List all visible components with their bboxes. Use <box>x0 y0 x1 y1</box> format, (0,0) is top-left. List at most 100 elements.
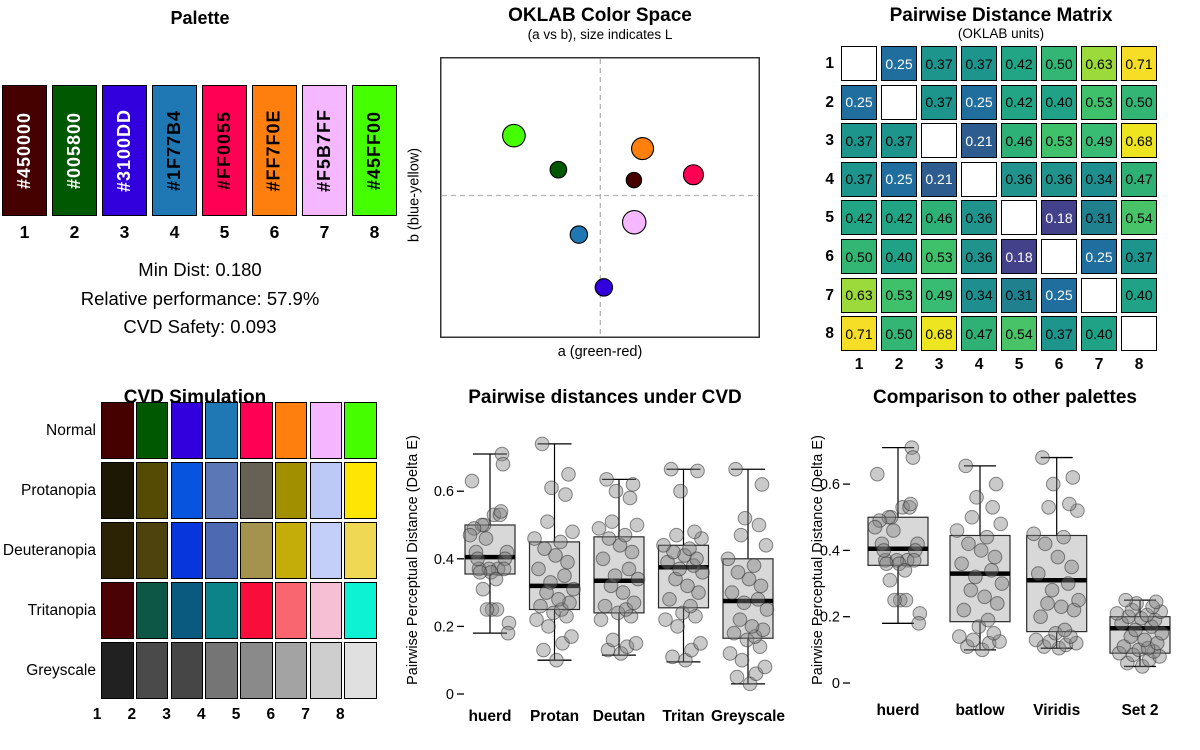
jitter-point <box>689 551 704 567</box>
jitter-point <box>1118 592 1134 608</box>
matrix-cell: 0.42 <box>881 200 917 236</box>
matrix-cell: 0.25 <box>1081 239 1117 274</box>
jitter-point <box>621 561 637 577</box>
jitter-point <box>870 466 885 482</box>
jitter-point <box>1139 607 1155 623</box>
jitter-point <box>1031 566 1046 581</box>
cvd-swatch <box>344 462 377 519</box>
palette-swatch-label: #45FF00 <box>364 110 385 191</box>
matrix-cell: 0.46 <box>1001 123 1037 159</box>
jitter-point <box>1037 536 1053 552</box>
jitter-point <box>1057 622 1073 638</box>
matrix-cell: 0.53 <box>881 277 917 313</box>
jitter-point <box>626 595 642 611</box>
matrix-cell: 0.37 <box>841 123 877 159</box>
jitter-point <box>1050 549 1066 565</box>
jitter-point <box>979 529 995 545</box>
palette-swatch: #3100DD <box>102 85 147 216</box>
cvd-swatch <box>205 462 238 519</box>
palette-swatch-number: 5 <box>219 222 230 242</box>
jitter-point <box>963 582 979 598</box>
jitter-point <box>622 490 638 506</box>
cvd-swatch <box>135 522 169 579</box>
jitter-point <box>965 632 981 648</box>
jitter-point <box>1035 450 1050 465</box>
matrix-row-label: 2 <box>825 93 834 111</box>
matrix-cell <box>1001 200 1037 236</box>
cvd-swatch <box>205 522 238 579</box>
jitter-point <box>663 461 679 477</box>
cvd-boxplot: 0 0.2 0.4 0.6 huerd Protan Deutan Tritan Greysca… <box>434 436 785 725</box>
jitter-point <box>673 483 688 499</box>
cvd-swatch <box>274 522 308 579</box>
matrix-cell: 0.49 <box>921 277 957 313</box>
cvd-col-label: 8 <box>335 706 345 723</box>
jitter-point <box>662 592 677 607</box>
jitter-point <box>876 543 892 558</box>
jitter-point <box>489 602 505 617</box>
cvd-swatch <box>309 522 342 579</box>
box <box>1026 534 1088 633</box>
matrix-cell: 0.37 <box>1121 239 1157 274</box>
jitter-point <box>985 500 1000 515</box>
y-tick-label: 0.4 <box>434 552 454 568</box>
jitter-point <box>1065 470 1081 485</box>
jitter-point <box>478 531 494 546</box>
jitter-point <box>541 619 556 634</box>
jitter-point <box>537 541 552 556</box>
jitter-point <box>750 592 766 607</box>
y-tick-label: 0.6 <box>434 484 454 500</box>
jitter-point <box>882 572 898 588</box>
cvd-swatch <box>344 582 377 639</box>
cvd-swatch <box>344 642 377 699</box>
matrix-row-label: 1 <box>825 55 834 72</box>
oklab-xlabel: a (green-red) <box>557 344 643 360</box>
cvd-col-label: 3 <box>162 706 171 723</box>
jitter-point <box>986 625 1002 641</box>
cvd-swatch <box>274 402 308 459</box>
jitter-point <box>987 549 1003 565</box>
jitter-point <box>988 476 1004 492</box>
jitter-point <box>683 598 698 614</box>
jitter-point <box>500 625 516 641</box>
jitter-point <box>897 562 913 578</box>
jitter-point <box>546 605 561 621</box>
cvd-swatch <box>101 522 134 579</box>
jitter-point <box>1062 496 1077 512</box>
matrix-row-label: 4 <box>825 170 834 188</box>
jitter-point <box>1033 609 1048 624</box>
cvd-swatch <box>170 582 203 639</box>
jitter-point <box>1056 529 1071 545</box>
category-label: Greyscale <box>711 708 785 725</box>
jitter-point <box>728 461 743 477</box>
oklab-point <box>594 278 614 297</box>
palette-swatch-label: #450000 <box>14 111 35 190</box>
cvd-swatch <box>170 522 203 579</box>
matrix-cell: 0.54 <box>1121 200 1157 236</box>
matrix-cell: 0.47 <box>1121 161 1157 197</box>
cvd-swatch <box>344 522 377 579</box>
matrix-cell: 0.40 <box>881 239 917 274</box>
jitter-point <box>543 575 558 590</box>
matrix-cell: 0.53 <box>921 239 957 274</box>
jitter-point <box>597 598 613 614</box>
jitter-point <box>601 531 617 546</box>
jitter-point <box>755 622 771 638</box>
cvd-swatch <box>344 402 377 459</box>
jitter-point <box>534 436 550 452</box>
jitter-point <box>670 619 685 634</box>
jitter-point <box>729 669 745 685</box>
jitter-point <box>886 523 901 538</box>
jitter-point <box>730 565 746 580</box>
matrix-cell: 0.37 <box>921 84 957 120</box>
palette-swatch: #F5B7FF <box>302 85 347 216</box>
jitter-point <box>1109 606 1125 621</box>
cvd-col-label: 4 <box>196 706 206 723</box>
jitter-point <box>544 480 559 496</box>
palette-swatch: #45FF00 <box>352 85 397 216</box>
jitter-point <box>1120 655 1135 671</box>
stat-min-dist: Min Dist: 0.180 <box>138 259 262 280</box>
matrix-cell: 0.34 <box>1081 161 1117 197</box>
matrix-cell: 0.54 <box>1001 316 1037 352</box>
jitter-point <box>475 581 491 597</box>
